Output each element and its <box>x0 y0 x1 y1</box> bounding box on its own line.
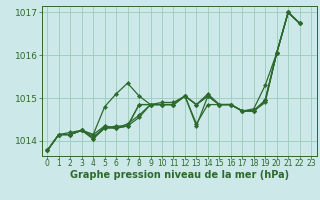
X-axis label: Graphe pression niveau de la mer (hPa): Graphe pression niveau de la mer (hPa) <box>70 170 289 180</box>
